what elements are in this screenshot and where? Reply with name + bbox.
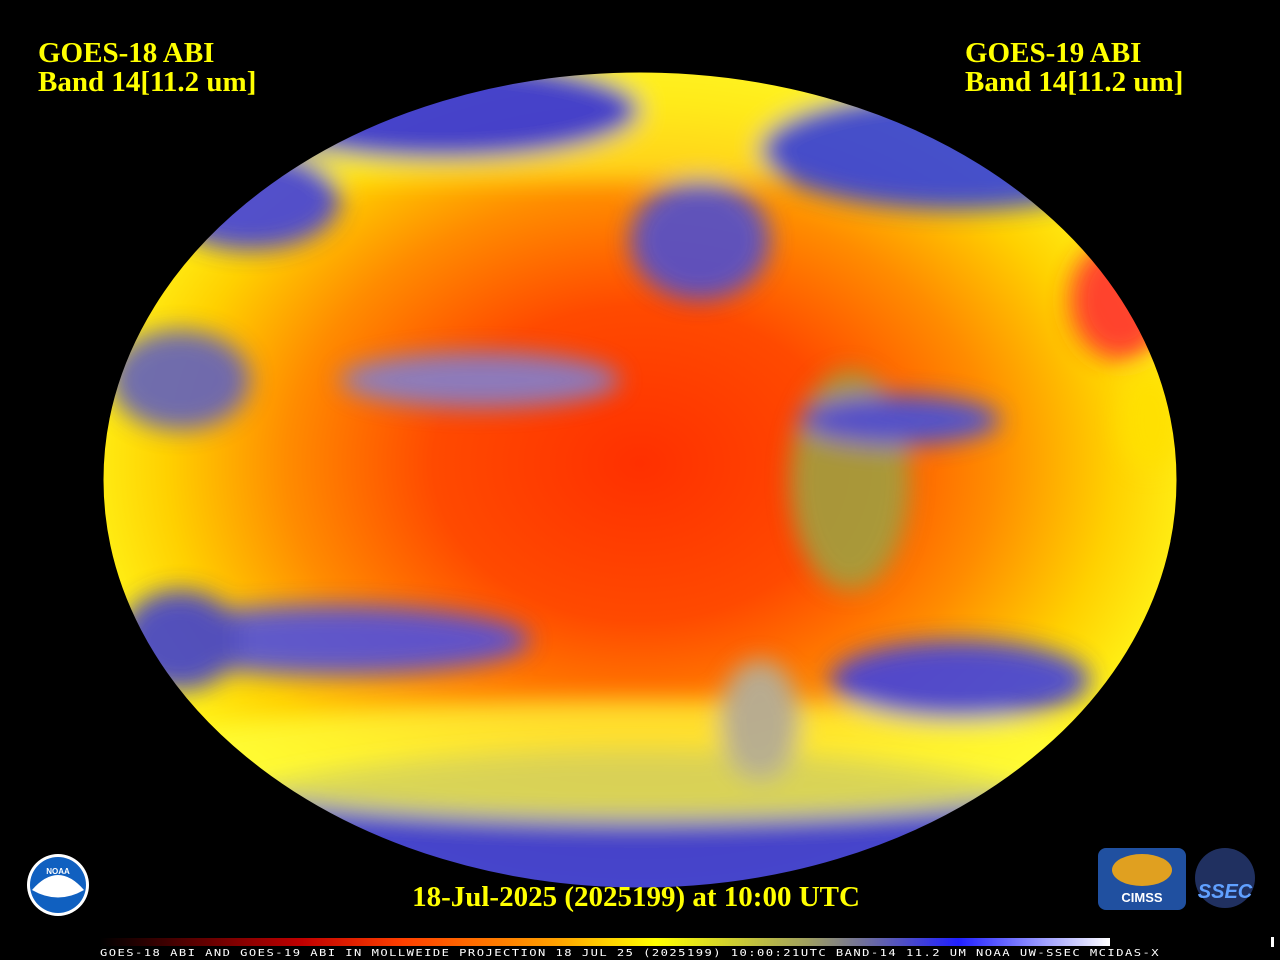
right-title: GOES-19 ABI — [965, 37, 1141, 69]
color-bar — [100, 938, 1110, 946]
footer: GOES-18 ABI AND GOES-19 ABI IN MOLLWEIDE… — [100, 948, 1160, 959]
left-title: GOES-18 ABI — [38, 37, 214, 69]
marker — [1271, 937, 1274, 947]
logo-label: SSEC — [1198, 881, 1253, 903]
right-band: Band 14[11.2 um] — [965, 66, 1183, 98]
globe-edge — [102, 71, 1178, 889]
logo-label: NOAA — [46, 867, 70, 876]
left-band: Band 14[11.2 um] — [38, 66, 256, 98]
timestamp: 18-Jul-2025 (2025199) at 10:00 UTC — [412, 881, 860, 913]
noaa-logo: NOAA — [27, 854, 89, 916]
ssec-logo: SSEC — [1195, 848, 1255, 908]
cimss-logo: CIMSS — [1098, 848, 1186, 910]
logo-label: CIMSS — [1121, 890, 1163, 905]
